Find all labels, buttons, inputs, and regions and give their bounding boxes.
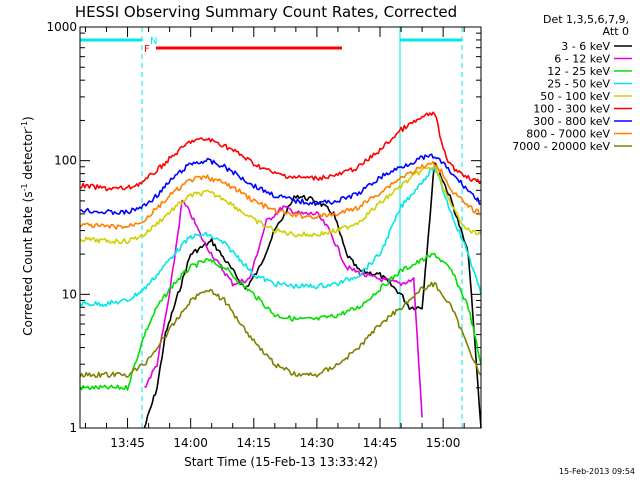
plot-frame [79,26,482,429]
x-tick-label: 14:45 [363,436,398,450]
series-line [79,153,482,216]
series-line [79,252,482,391]
series-line [79,160,482,230]
series-line [79,164,482,245]
legend-label: 12 - 25 keV [547,65,610,78]
legend-label: 3 - 6 keV [561,40,610,53]
y-axis-label-exponent-2: -1 [20,121,29,129]
y-axis-label-part-1: Corrected Count Rate (s [21,191,35,335]
observing-overlays: N F [80,27,463,428]
night-flag-label: N [150,36,157,47]
x-axis: 13:45 14:00 14:15 14:30 14:45 15:00 [84,27,465,450]
x-tick-label: 15:00 [426,436,461,450]
x-tick-label: 14:00 [173,436,208,450]
series-lines [79,111,482,429]
y-tick-label: 100 [54,154,77,168]
x-axis-label: Start Time (15-Feb-13 13:33:42) [184,455,378,469]
legend-label: 100 - 300 keV [533,103,610,116]
y-tick-label: 10 [62,287,77,301]
legend-label: 50 - 100 keV [540,90,610,103]
y-axis-label-part-2: detector [21,129,35,184]
legend-label: 300 - 800 keV [533,115,610,128]
chart-title: HESSI Observing Summary Count Rates, Cor… [75,3,457,21]
x-tick-label: 13:45 [110,436,145,450]
legend-label: 800 - 7000 keV [526,128,610,141]
y-axis-label: Corrected Count Rate (s-1 detector-1) [20,116,35,335]
y-axis-label-part-3: ) [21,116,35,121]
series-line [79,281,482,379]
y-tick-label: 1000 [46,20,77,34]
x-tick-label: 14:15 [236,436,271,450]
legend-label: 25 - 50 keV [547,78,610,91]
y-tick-label: 1 [69,421,77,435]
legend-header-line-1: Det 1,3,5,6,7,9, [543,13,629,26]
series-line [79,111,482,192]
flare-flag-label: F [144,44,150,55]
x-tick-label: 14:30 [300,436,335,450]
series-line [79,164,482,307]
y-axis-label-exponent-1: -1 [20,183,29,191]
y-axis: 1 10 100 1000 [46,20,481,435]
legend-label: 6 - 12 keV [554,53,610,66]
legend-label: 7000 - 20000 keV [512,140,610,153]
timestamp: 15-Feb-2013 09:54 [559,467,635,476]
legend-header-line-2: Att 0 [603,25,629,38]
series-line [144,199,423,418]
